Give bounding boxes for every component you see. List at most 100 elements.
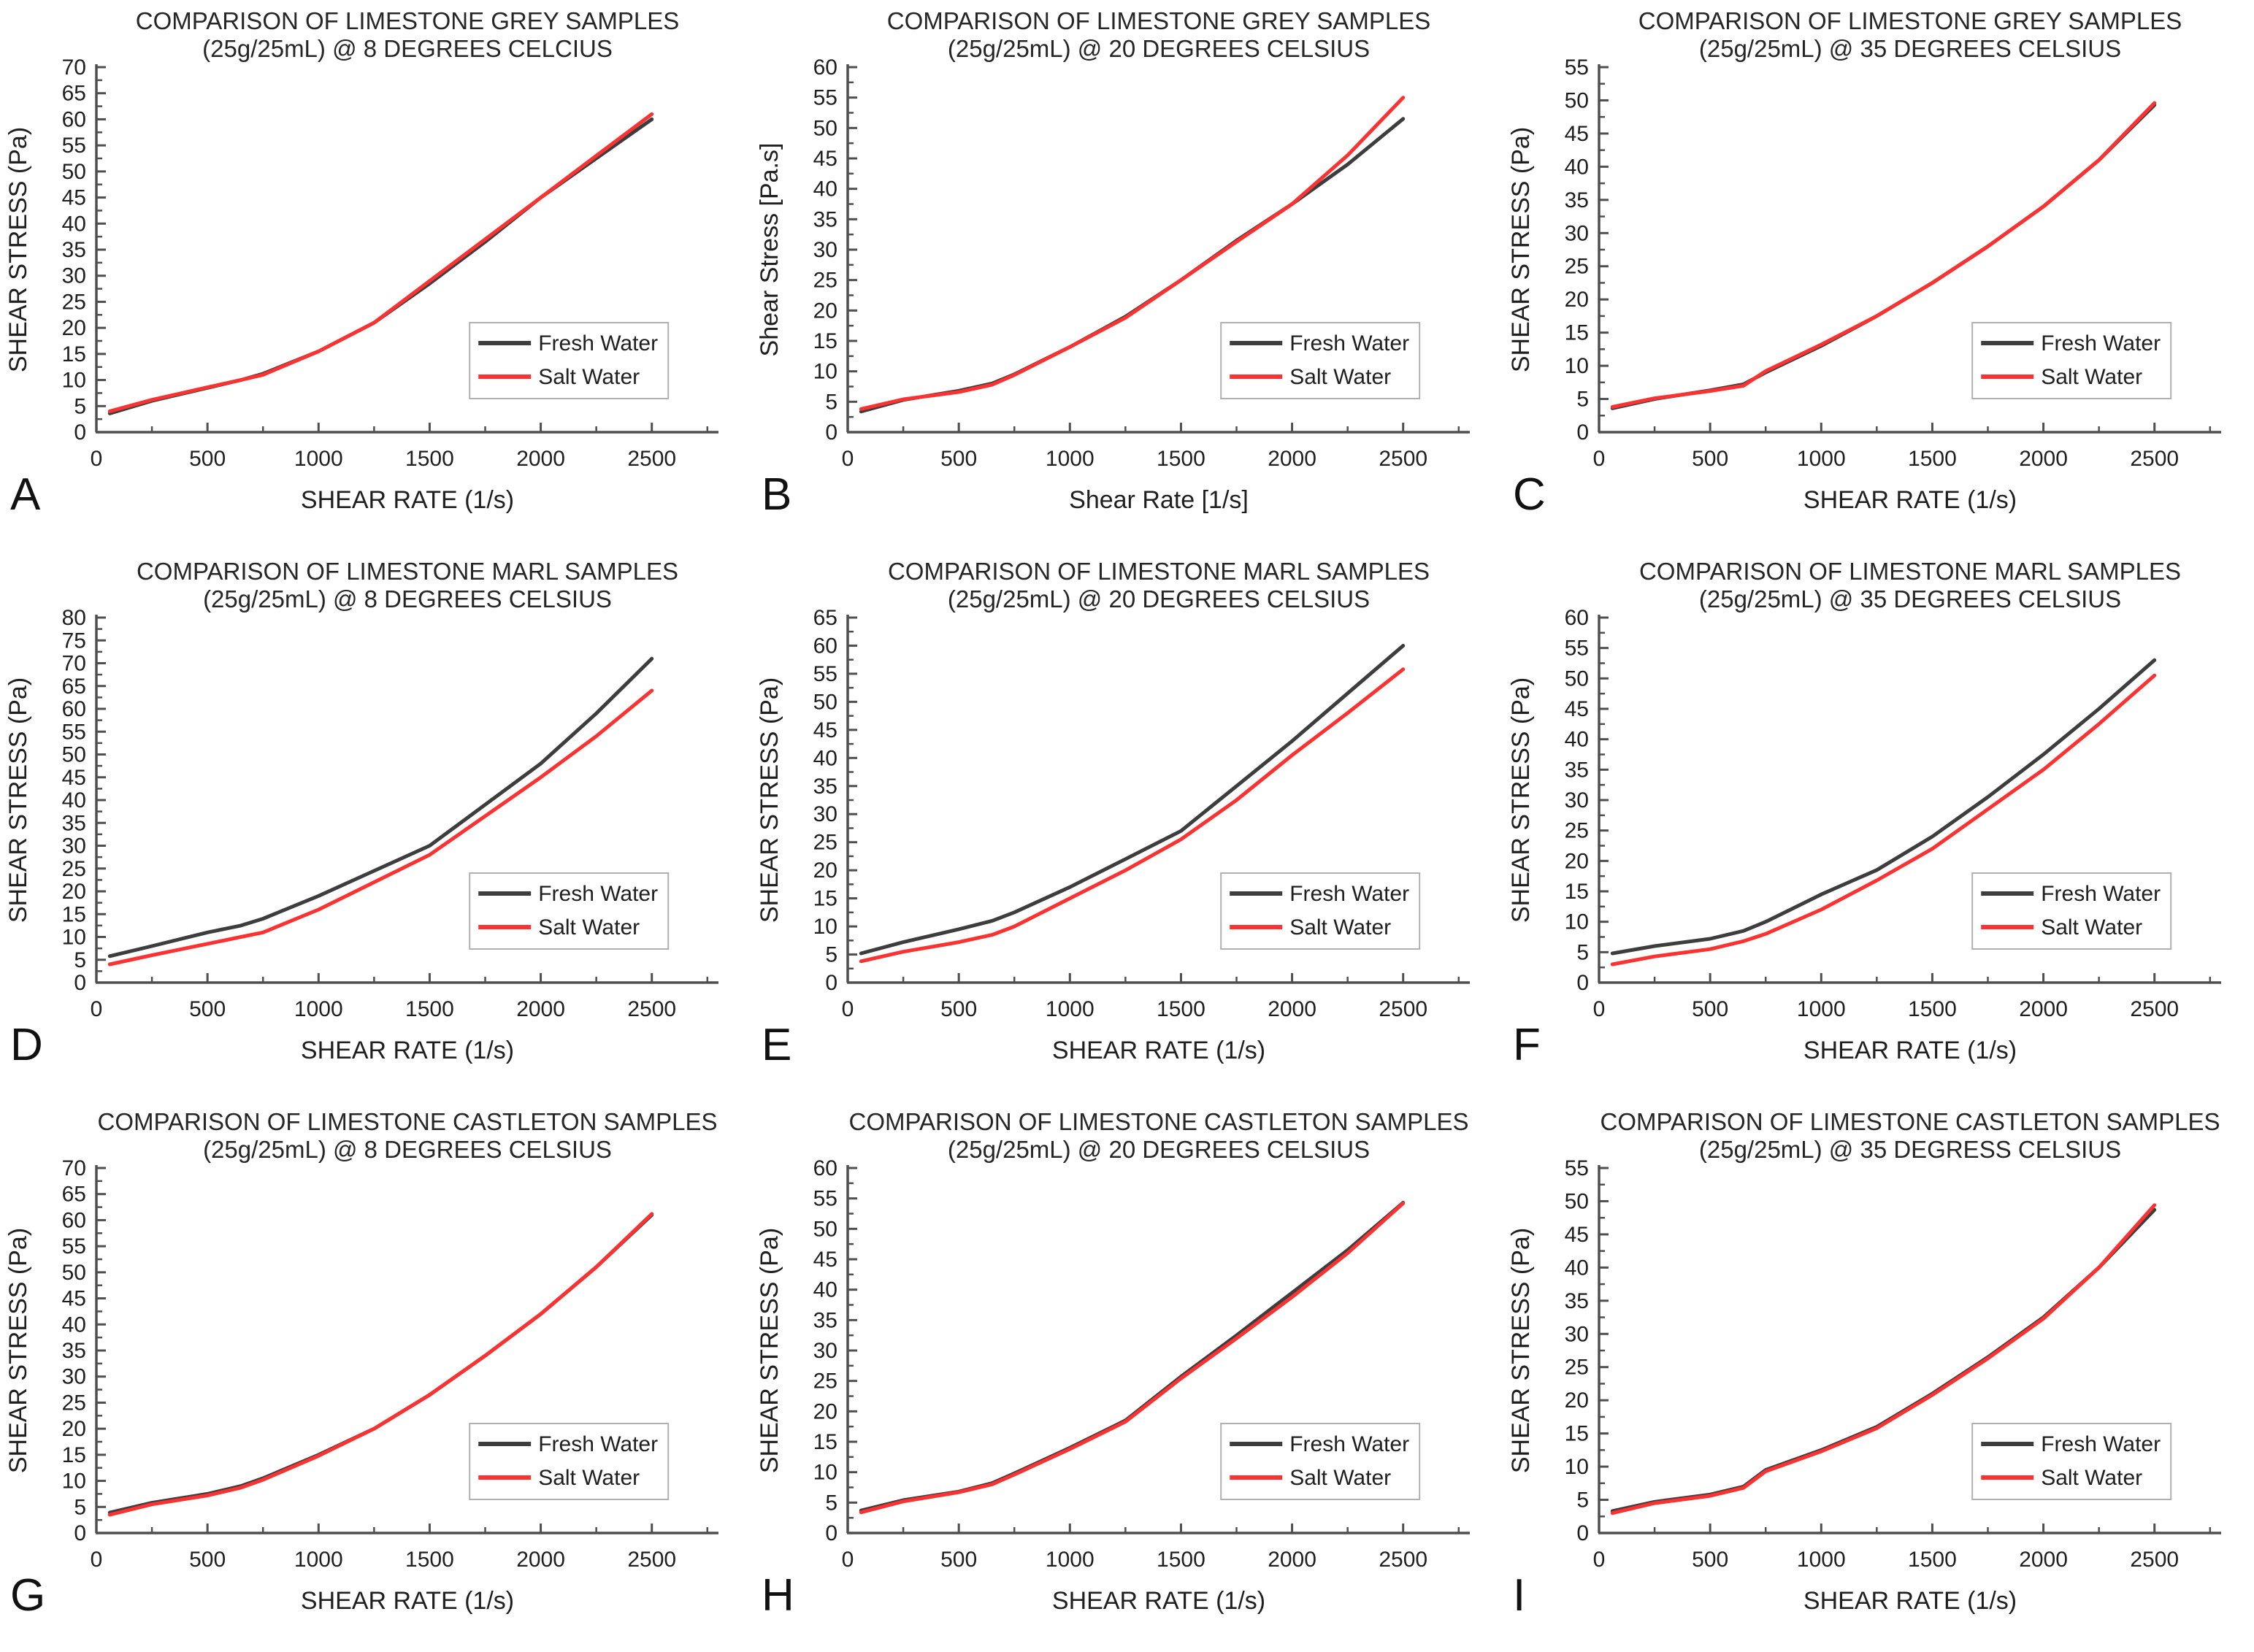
y-tick-label: 0	[1576, 971, 1589, 995]
series-line-salt-water	[859, 667, 1406, 964]
y-tick-label: 40	[1565, 155, 1589, 179]
y-tick-label: 60	[813, 55, 837, 80]
y-tick-label: 20	[62, 316, 86, 340]
y-tick-label: 0	[1576, 420, 1589, 445]
y-tick-label: 40	[813, 1278, 837, 1302]
chart-svg-F: COMPARISON OF LIMESTONE MARL SAMPLES(25g…	[1507, 558, 2221, 1070]
y-tick-label: 0	[74, 971, 86, 995]
x-tick-label: 1500	[405, 1548, 454, 1572]
y-tick-label: 20	[62, 880, 86, 904]
x-tick-label: 2500	[627, 1548, 676, 1572]
x-tick-label: 0	[91, 447, 103, 471]
panel-letter: I	[1513, 1570, 1525, 1621]
x-axis-label: SHEAR RATE (1/s)	[1052, 1037, 1265, 1064]
y-tick-label: 25	[62, 290, 86, 314]
x-tick-label: 2000	[516, 997, 565, 1021]
legend-box	[1971, 872, 2172, 950]
y-tick-label: 60	[62, 107, 86, 131]
y-tick-label: 50	[62, 743, 86, 767]
y-tick-label: 25	[813, 1369, 837, 1394]
legend-label: Salt Water	[538, 915, 640, 940]
chart-svg-A: COMPARISON OF LIMESTONE GREY SAMPLES(25g…	[4, 7, 718, 520]
series-line-salt-water	[1610, 1203, 2157, 1515]
y-tick-label: 5	[825, 1491, 837, 1515]
x-tick-label: 0	[842, 1548, 854, 1572]
y-tick-label: 65	[813, 606, 837, 630]
panel-letter: A	[10, 469, 41, 520]
panel-letter: G	[10, 1570, 45, 1621]
x-tick-label: 2500	[2130, 997, 2179, 1021]
y-tick-label: 5	[74, 948, 86, 972]
y-tick-label: 0	[825, 420, 837, 445]
y-tick-label: 50	[813, 690, 837, 714]
series-line-salt-water	[1610, 101, 2157, 409]
y-tick-label: 20	[1565, 288, 1589, 312]
chart-subtitle: (25g/25mL) @ 8 DEGREES CELSIUS	[203, 1136, 612, 1163]
legend-box	[1220, 322, 1421, 399]
chart-panel-e: COMPARISON OF LIMESTONE MARL SAMPLES (25g…	[751, 550, 1503, 1101]
x-tick-label: 1500	[1908, 1548, 1957, 1572]
x-tick-label: 1500	[1908, 447, 1957, 471]
x-tick-label: 2500	[1379, 447, 1427, 471]
x-tick-label: 500	[189, 1548, 226, 1572]
y-axis-label: SHEAR STRESS (Pa)	[4, 127, 32, 372]
y-tick-label: 35	[1565, 758, 1589, 782]
x-tick-label: 1500	[405, 997, 454, 1021]
chart-panel-d: COMPARISON OF LIMESTONE MARL SAMPLES (25g…	[0, 550, 751, 1101]
x-tick-label: 1500	[405, 447, 454, 471]
y-tick-label: 30	[813, 238, 837, 262]
y-tick-label: 5	[74, 1495, 86, 1519]
x-tick-label: 2500	[2130, 1548, 2179, 1572]
series-line-salt-water	[859, 1201, 1406, 1515]
chart-svg-C: COMPARISON OF LIMESTONE GREY SAMPLES(25g…	[1507, 7, 2221, 520]
y-tick-label: 25	[1565, 255, 1589, 279]
y-tick-label: 25	[1565, 1356, 1589, 1380]
y-axis-label: Shear Stress [Pa.s]	[756, 143, 783, 357]
y-tick-label: 45	[1565, 697, 1589, 721]
y-tick-label: 15	[813, 329, 837, 353]
y-tick-label: 50	[62, 1261, 86, 1285]
x-tick-label: 0	[91, 997, 103, 1021]
chart-title: COMPARISON OF LIMESTONE CASTLETON SAMPLE…	[1600, 1108, 2220, 1135]
y-tick-label: 60	[62, 697, 86, 721]
chart-svg-E: COMPARISON OF LIMESTONE MARL SAMPLES(25g…	[756, 558, 1470, 1070]
y-tick-label: 10	[62, 369, 86, 393]
y-tick-label: 25	[1565, 819, 1589, 843]
y-tick-label: 35	[62, 238, 86, 262]
x-axis-label: SHEAR RATE (1/s)	[301, 1587, 514, 1615]
x-tick-label: 1000	[1046, 997, 1095, 1021]
y-tick-label: 45	[813, 718, 837, 742]
y-tick-label: 30	[62, 264, 86, 288]
y-tick-label: 45	[62, 186, 86, 210]
x-tick-label: 500	[940, 447, 977, 471]
x-tick-label: 2500	[627, 997, 676, 1021]
x-tick-label: 1000	[1797, 1548, 1846, 1572]
legend-label: Fresh Water	[1289, 882, 1409, 906]
chart-panel-g: COMPARISON OF LIMESTONE CASTLETON SAMPLE…	[0, 1101, 751, 1651]
x-axis-label: SHEAR RATE (1/s)	[1803, 1037, 2017, 1064]
x-axis-label: Shear Rate [1/s]	[1069, 486, 1249, 514]
y-tick-label: 15	[62, 902, 86, 926]
y-axis-label: SHEAR STRESS (Pa)	[756, 677, 783, 923]
legend-label: Salt Water	[538, 1466, 640, 1490]
legend-box	[1971, 1423, 2172, 1500]
y-tick-label: 30	[1565, 788, 1589, 812]
x-tick-label: 2000	[2019, 997, 2068, 1021]
x-tick-label: 2000	[516, 1548, 565, 1572]
legend-label: Fresh Water	[1289, 331, 1409, 356]
chart-title: COMPARISON OF LIMESTONE GREY SAMPLES	[1638, 7, 2182, 34]
x-tick-label: 1000	[294, 447, 343, 471]
legend-label: Fresh Water	[1289, 1432, 1409, 1456]
y-tick-label: 40	[813, 746, 837, 770]
x-tick-label: 2000	[1268, 447, 1316, 471]
legend-label: Fresh Water	[538, 1432, 658, 1456]
legend-label: Salt Water	[538, 365, 640, 389]
x-tick-label: 500	[940, 997, 977, 1021]
x-tick-label: 0	[91, 1548, 103, 1572]
y-tick-label: 75	[62, 629, 86, 653]
legend-label: Fresh Water	[2041, 1432, 2161, 1456]
chart-subtitle: (25g/25mL) @ 20 DEGREES CELSIUS	[948, 1136, 1370, 1163]
panel-letter: D	[10, 1020, 43, 1070]
chart-panel-b: COMPARISON OF LIMESTONE GREY SAMPLES (25g…	[751, 0, 1503, 550]
y-tick-label: 50	[62, 160, 86, 184]
